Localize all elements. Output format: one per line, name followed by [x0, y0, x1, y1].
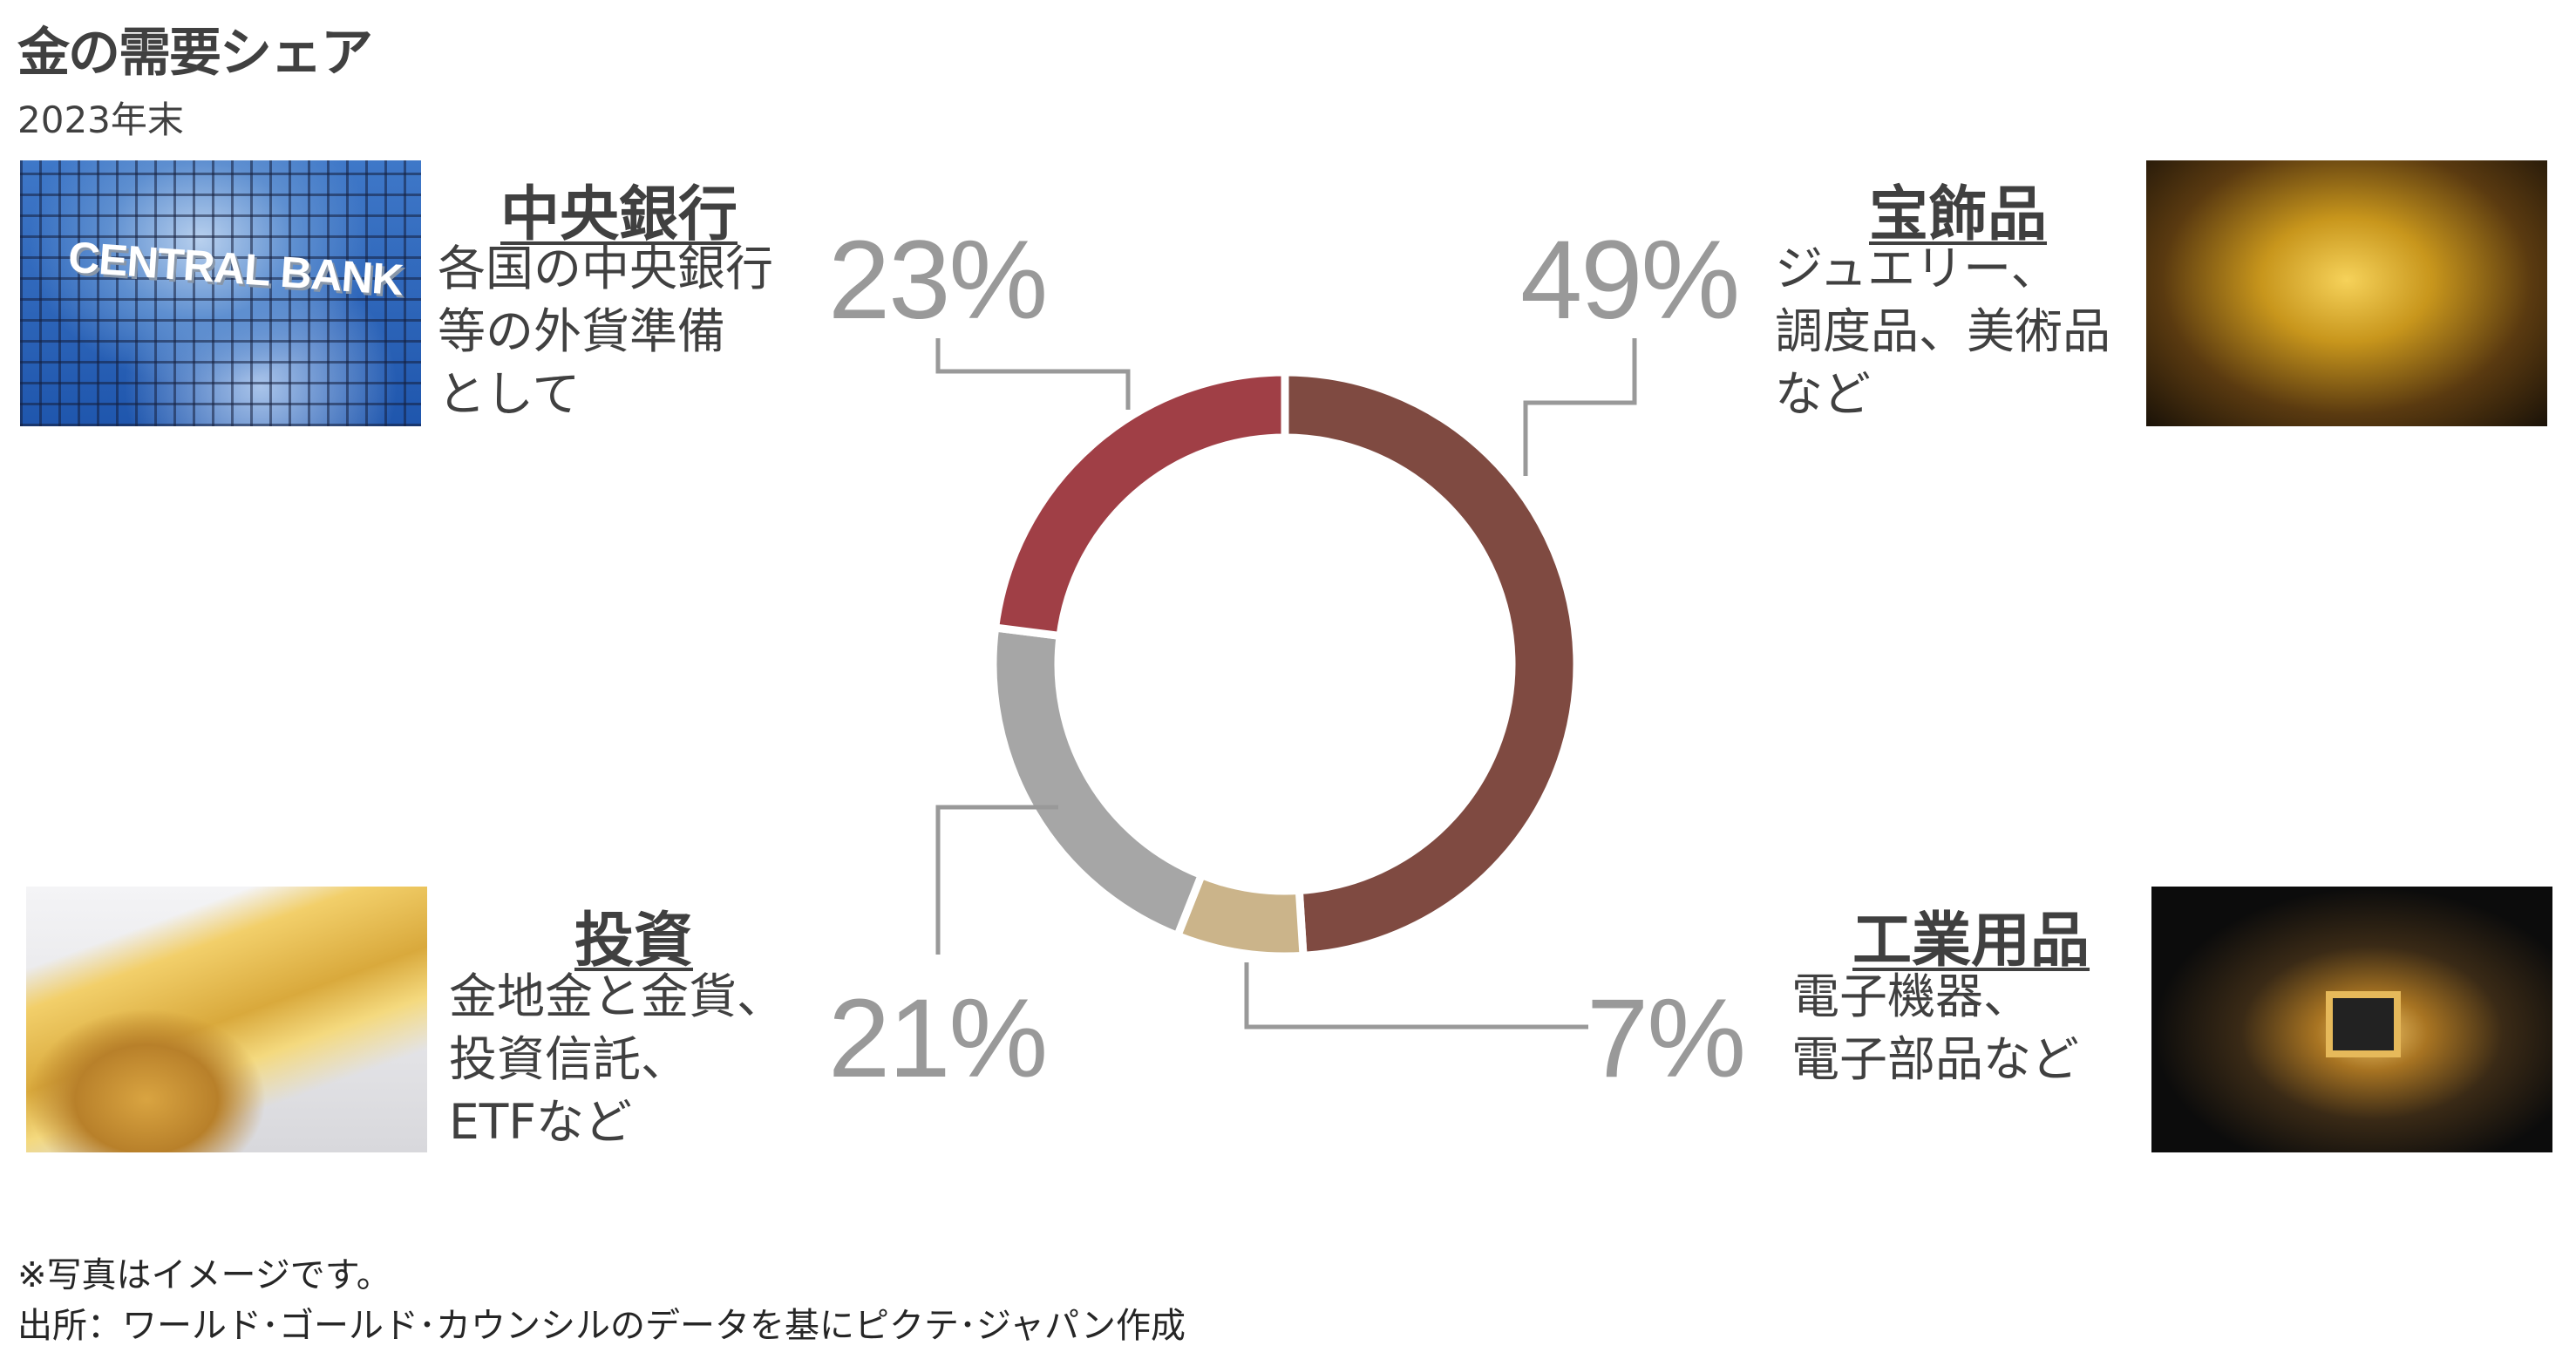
central-bank-line: として	[438, 366, 581, 422]
jewelry-title: 宝飾品	[1869, 180, 2048, 249]
central-bank-title: 中央銀行	[500, 180, 738, 249]
jewelry-line: ジュエリー、	[1775, 241, 2059, 296]
leader-line-central-bank	[935, 338, 1131, 410]
investment-line: 金地金と金貨、	[449, 968, 785, 1024]
industrial-description: 電子機器、 電子部品など	[1791, 965, 2079, 1091]
investment-title: 投資	[574, 907, 694, 975]
investment-line: 投資信託、	[449, 1031, 690, 1087]
chart-subtitle: 2023年末	[17, 99, 184, 141]
central-bank-photo: CENTRAL BANK	[20, 160, 421, 426]
footnote-photo: ※写真はイメージです。	[17, 1255, 391, 1295]
gold-bars-photo	[26, 887, 427, 1152]
leader-line-jewelry	[1523, 338, 1637, 476]
jewelry-description: ジュエリー、 調度品、美術品 など	[1775, 237, 2110, 425]
donut-slice-3	[990, 368, 1289, 641]
footnote-source: 出所：ワールド･ゴールド･カウンシルのデータを基にピクテ･ジャパン作成	[17, 1306, 1186, 1346]
leader-line-investment	[935, 805, 1058, 955]
investment-percent-label: 21%	[828, 976, 1048, 1101]
industrial-title: 工業用品	[1852, 907, 2090, 975]
jewelry-line: 調度品、美術品	[1775, 303, 2111, 359]
central-bank-line: 各国の中央銀行	[438, 241, 774, 296]
leader-line-industrial	[1244, 962, 1588, 1030]
central-bank-description: 各国の中央銀行 等の外貨準備 として	[438, 237, 773, 425]
central-bank-photo-sign: CENTRAL BANK	[66, 232, 404, 305]
jewelry-line: など	[1775, 366, 1872, 422]
chart-title: 金の需要シェア	[17, 23, 373, 84]
jewelry-percent-label: 49%	[1520, 218, 1740, 343]
industrial-line: 電子機器、	[1791, 968, 2032, 1024]
donut-slice-0	[1281, 368, 1581, 961]
jewelry-photo	[2146, 160, 2547, 426]
industrial-percent-label: 7%	[1587, 976, 1746, 1101]
investment-line: ETFなど	[449, 1094, 632, 1150]
industrial-line: 電子部品など	[1791, 1031, 2080, 1087]
microchip-photo	[2151, 887, 2552, 1152]
donut-slice-2	[989, 622, 1207, 941]
central-bank-line: 等の外貨準備	[438, 303, 726, 359]
investment-description: 金地金と金貨、 投資信託、 ETFなど	[449, 965, 785, 1153]
central-bank-percent-label: 23%	[828, 218, 1048, 343]
